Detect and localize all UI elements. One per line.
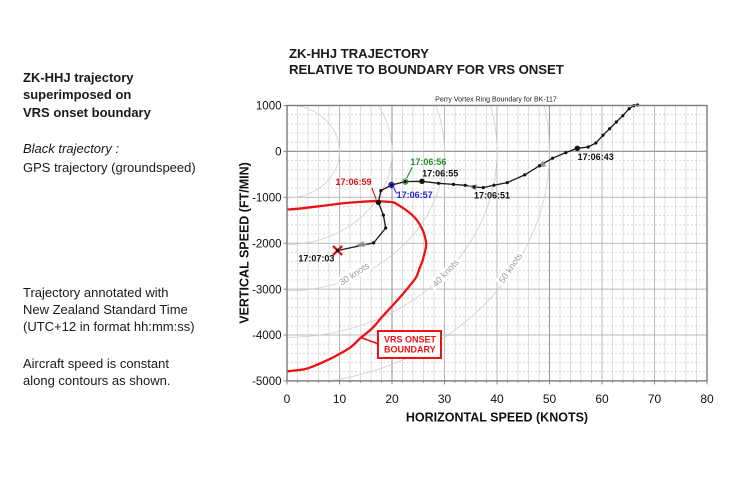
svg-text:17:06:43: 17:06:43 xyxy=(578,152,614,162)
svg-text:-4000: -4000 xyxy=(252,330,281,342)
svg-text:10: 10 xyxy=(333,392,347,406)
svg-text:0: 0 xyxy=(284,392,291,406)
svg-text:30: 30 xyxy=(438,392,452,406)
svg-text:70: 70 xyxy=(648,392,662,406)
svg-text:17:06:56: 17:06:56 xyxy=(410,157,446,167)
svg-text:-2000: -2000 xyxy=(252,238,281,250)
svg-text:17:06:55: 17:06:55 xyxy=(422,168,458,178)
svg-text:80: 80 xyxy=(700,392,714,406)
svg-text:60: 60 xyxy=(595,392,609,406)
svg-text:0: 0 xyxy=(275,147,281,159)
svg-text:HORIZONTAL SPEED (KNOTS): HORIZONTAL SPEED (KNOTS) xyxy=(406,411,588,425)
svg-text:1000: 1000 xyxy=(256,101,282,113)
svg-text:50: 50 xyxy=(543,392,557,406)
svg-text:20: 20 xyxy=(385,392,399,406)
svg-text:40: 40 xyxy=(490,392,504,406)
svg-text:17:06:57: 17:06:57 xyxy=(397,190,433,200)
svg-text:VERTICAL SPEED (FT/MIN): VERTICAL SPEED (FT/MIN) xyxy=(238,162,252,324)
svg-text:-3000: -3000 xyxy=(252,284,281,296)
svg-text:VRS ONSET: VRS ONSET xyxy=(384,335,437,345)
svg-text:17:07:03: 17:07:03 xyxy=(298,254,334,264)
svg-text:17:06:59: 17:06:59 xyxy=(335,177,371,187)
svg-text:17:06:51: 17:06:51 xyxy=(474,190,510,200)
svg-text:BOUNDARY: BOUNDARY xyxy=(384,345,436,355)
svg-text:Perry Vortex Ring Boundary for: Perry Vortex Ring Boundary for BK-117 xyxy=(435,97,557,104)
svg-text:-1000: -1000 xyxy=(252,193,281,205)
svg-text:-5000: -5000 xyxy=(252,376,281,388)
